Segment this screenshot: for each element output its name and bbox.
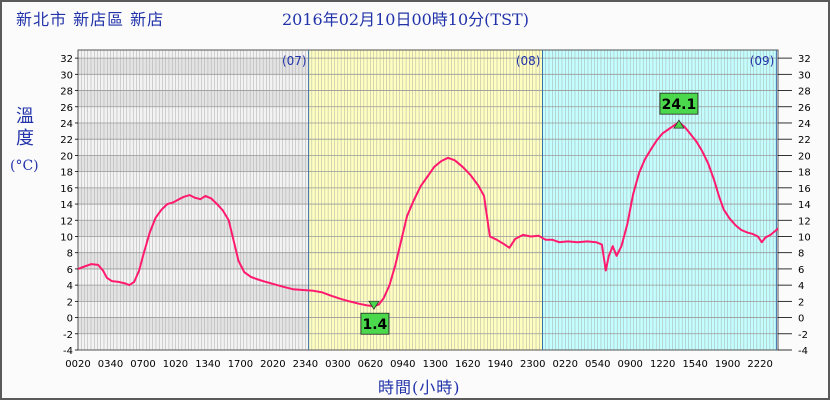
band-stripe <box>78 106 309 123</box>
min-label: 1.4 <box>363 317 388 333</box>
y-tick-label-left: 0 <box>67 314 73 325</box>
y-tick-label-right: 24 <box>798 119 811 130</box>
y-tick-label-left: 20 <box>60 151 73 162</box>
y-tick-label-left: 22 <box>60 135 73 146</box>
x-tick-label: 0900 <box>617 359 642 370</box>
x-tick-label: 2220 <box>747 359 772 370</box>
y-tick-label-left: 24 <box>60 119 73 130</box>
x-tick-label: 0940 <box>390 359 415 370</box>
y-tick-label-right: 0 <box>798 314 804 325</box>
band-stripe <box>78 252 309 269</box>
x-tick-label: 2300 <box>520 359 545 370</box>
band-stripe <box>78 90 309 107</box>
band-stripe <box>78 58 309 75</box>
x-tick-label: 0220 <box>553 359 578 370</box>
y-tick-label-left: 14 <box>60 200 73 211</box>
band-stripe <box>78 285 309 302</box>
y-tick-label-right: -4 <box>798 346 808 357</box>
band-stripe <box>78 333 309 350</box>
x-tick-label: 1340 <box>195 359 220 370</box>
x-tick-label: 1300 <box>423 359 448 370</box>
x-tick-label: 0340 <box>98 359 123 370</box>
y-tick-label-left: -4 <box>63 346 73 357</box>
x-tick-label: 1220 <box>650 359 675 370</box>
y-tick-label-right: 12 <box>798 216 811 227</box>
x-tick-label: 2340 <box>293 359 318 370</box>
max-label: 24.1 <box>662 97 697 113</box>
y-tick-label-right: 16 <box>798 184 811 195</box>
y-tick-label-left: -2 <box>63 330 73 341</box>
band-stripe <box>78 171 309 188</box>
datetime-title: 2016年02月10日00時10分(TST) <box>282 10 529 29</box>
y-axis-label: 溫度 <box>16 106 34 149</box>
x-tick-label: 0540 <box>585 359 610 370</box>
y-tick-label-right: 26 <box>798 103 811 114</box>
y-tick-label-left: 8 <box>67 249 73 260</box>
band-stripe <box>78 122 309 140</box>
band-stripe <box>78 220 309 237</box>
x-tick-label: 1540 <box>682 359 707 370</box>
y-tick-label-right: -2 <box>798 330 808 341</box>
y-tick-label-left: 30 <box>60 70 73 81</box>
x-tick-label: 1940 <box>488 359 513 370</box>
day-label: (09) <box>750 54 775 68</box>
band-stripe <box>78 301 309 318</box>
plot-border <box>77 49 779 351</box>
y-tick-label-left: 4 <box>67 281 73 292</box>
x-tick-label: 0700 <box>130 359 155 370</box>
band-stripe <box>78 268 309 286</box>
band-stripe <box>78 204 309 221</box>
x-tick-label: 2020 <box>260 359 285 370</box>
x-axis-label: 時間(小時) <box>378 378 461 397</box>
x-tick-label: 0620 <box>358 359 383 370</box>
y-tick-label-right: 2 <box>798 297 804 308</box>
station-title: 新北市 新店區 新店 <box>16 10 165 29</box>
band-stripe <box>78 317 309 334</box>
band-stripe <box>78 236 309 253</box>
band-stripe <box>78 74 309 91</box>
day-label: (08) <box>516 54 541 68</box>
y-tick-label-right: 14 <box>798 200 811 211</box>
y-tick-label-right: 32 <box>798 54 811 65</box>
y-tick-label-left: 26 <box>60 103 73 114</box>
band-stripe <box>78 50 309 59</box>
y-tick-label-left: 16 <box>60 184 73 195</box>
y-tick-label-left: 2 <box>67 297 73 308</box>
band-stripe <box>78 139 309 156</box>
band-stripe <box>78 155 309 172</box>
day-label: (07) <box>282 54 307 68</box>
y-tick-label-left: 28 <box>60 87 73 98</box>
max-marker-icon <box>673 119 685 129</box>
y-tick-label-left: 18 <box>60 168 73 179</box>
x-tick-label: 1900 <box>715 359 740 370</box>
min-marker-icon <box>368 300 380 310</box>
x-tick-label: 1700 <box>228 359 253 370</box>
y-tick-label-right: 8 <box>798 249 804 260</box>
x-tick-label: 1620 <box>455 359 480 370</box>
y-tick-label-left: 12 <box>60 216 73 227</box>
y-tick-label-left: 10 <box>60 232 73 243</box>
y-tick-label-right: 22 <box>798 135 811 146</box>
y-axis-unit: (°C) <box>10 158 39 174</box>
x-tick-label: 1020 <box>163 359 188 370</box>
y-tick-label-right: 20 <box>798 151 811 162</box>
x-tick-label: 0020 <box>65 359 90 370</box>
min-label-box <box>360 312 390 335</box>
y-tick-label-right: 30 <box>798 70 811 81</box>
max-label-box <box>659 92 699 115</box>
y-tick-label-right: 6 <box>798 265 804 276</box>
y-tick-label-right: 4 <box>798 281 804 292</box>
y-tick-label-right: 28 <box>798 87 811 98</box>
y-tick-label-right: 10 <box>798 232 811 243</box>
y-tick-label-left: 32 <box>60 54 73 65</box>
y-tick-label-left: 6 <box>67 265 73 276</box>
grid <box>77 50 778 351</box>
y-tick-label-right: 18 <box>798 168 811 179</box>
x-tick-label: 0300 <box>325 359 350 370</box>
